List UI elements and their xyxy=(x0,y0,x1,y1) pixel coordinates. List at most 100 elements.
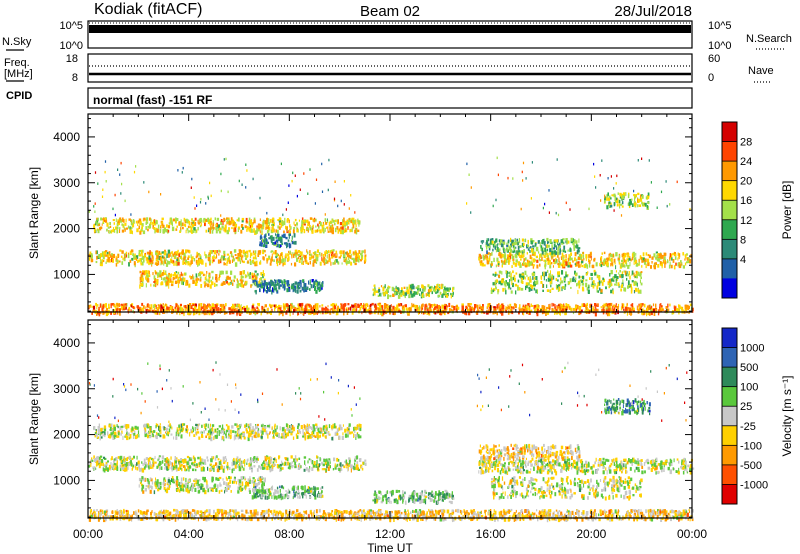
echo-cell xyxy=(185,229,187,234)
echo-cell xyxy=(547,240,549,244)
echo-cell xyxy=(452,291,454,295)
echo-speck xyxy=(343,180,345,183)
echo-cell xyxy=(191,230,194,234)
echo-cell xyxy=(199,254,201,256)
echo-cell xyxy=(594,271,597,276)
echo-cell xyxy=(271,282,274,286)
echo-cell xyxy=(186,281,189,286)
echo-cell xyxy=(192,428,194,433)
echo-speck xyxy=(618,203,620,207)
echo-cell xyxy=(301,302,304,306)
echo-cell xyxy=(227,435,230,439)
echo-cell xyxy=(235,304,238,308)
echo-cell xyxy=(129,434,132,439)
echo-cell xyxy=(205,254,207,259)
echo-cell xyxy=(334,260,336,264)
echo-cell xyxy=(556,306,559,309)
echo-cell xyxy=(325,308,329,311)
echo-cell xyxy=(294,289,297,293)
echo-cell xyxy=(495,285,497,290)
echo-speck xyxy=(588,207,590,211)
echo-cell xyxy=(266,308,269,311)
echo-cell xyxy=(201,311,203,315)
echo-cell xyxy=(529,279,532,283)
echo-cell xyxy=(299,290,302,293)
echo-cell xyxy=(280,253,283,257)
echo-cell xyxy=(132,427,135,432)
echo-cell xyxy=(183,217,186,222)
echo-cell xyxy=(183,311,185,317)
echo-cell xyxy=(224,258,227,261)
echo-cell xyxy=(185,261,187,266)
echo-cell xyxy=(342,220,345,223)
echo-cell xyxy=(355,255,359,259)
echo-cell xyxy=(545,245,547,248)
echo-cell xyxy=(427,289,431,293)
echo-cell xyxy=(284,217,286,221)
echo-cell xyxy=(192,308,196,312)
echo-cell xyxy=(535,289,537,294)
echo-cell xyxy=(281,220,284,224)
echo-cell xyxy=(430,309,433,312)
echo-cell xyxy=(673,252,676,255)
echo-cell xyxy=(331,307,334,311)
echo-cell xyxy=(176,274,179,278)
echo-cell xyxy=(195,431,197,435)
echo-cell xyxy=(115,257,118,260)
echo-cell xyxy=(257,303,259,306)
echo-cell xyxy=(173,251,176,256)
echo-cell xyxy=(253,261,256,264)
echo-cell xyxy=(276,290,279,294)
colorbar-title: Power [dB] xyxy=(780,181,794,240)
echo-cell xyxy=(289,312,291,317)
echo-cell xyxy=(557,262,560,266)
echo-speck xyxy=(522,179,524,182)
echo-cell xyxy=(342,432,344,436)
echo-cell xyxy=(622,264,625,267)
echo-cell xyxy=(276,282,279,286)
echo-cell xyxy=(116,307,118,312)
echo-cell xyxy=(263,235,266,239)
echo-cell xyxy=(617,303,620,308)
echo-cell xyxy=(160,262,162,266)
echo-cell xyxy=(232,305,236,310)
echo-cell xyxy=(147,432,149,435)
echo-cell xyxy=(647,192,650,196)
echo-cell xyxy=(119,249,122,252)
echo-cell xyxy=(200,306,202,311)
echo-cell xyxy=(215,306,218,310)
echo-cell xyxy=(188,222,191,226)
echo-cell xyxy=(176,251,179,256)
echo-cell xyxy=(149,427,151,432)
echo-cell xyxy=(204,284,206,288)
echo-cell xyxy=(504,308,506,311)
echo-cell xyxy=(119,227,121,230)
echo-cell xyxy=(332,262,335,265)
echo-cell xyxy=(630,201,632,205)
echo-cell xyxy=(567,257,570,262)
echo-cell xyxy=(420,306,424,310)
echo-cell xyxy=(240,432,243,435)
echo-cell xyxy=(203,430,205,434)
echo-cell xyxy=(249,260,252,265)
echo-cell xyxy=(624,287,627,292)
echo-cell xyxy=(230,309,234,312)
echo-cell xyxy=(289,228,291,233)
echo-cell xyxy=(532,272,534,276)
echo-cell xyxy=(275,236,278,239)
echo-cell xyxy=(352,224,355,229)
echo-cell xyxy=(580,276,582,279)
echo-cell xyxy=(450,294,452,299)
echo-cell xyxy=(334,304,337,310)
echo-cell xyxy=(656,254,658,258)
echo-cell xyxy=(503,255,506,260)
echo-cell xyxy=(646,205,648,209)
echo-cell xyxy=(252,279,255,283)
echo-cell xyxy=(607,304,610,309)
echo-cell xyxy=(212,222,215,226)
echo-cell xyxy=(242,270,245,275)
echo-cell xyxy=(526,252,528,255)
echo-cell xyxy=(570,308,573,311)
echo-cell xyxy=(152,430,154,435)
echo-cell xyxy=(187,262,190,266)
